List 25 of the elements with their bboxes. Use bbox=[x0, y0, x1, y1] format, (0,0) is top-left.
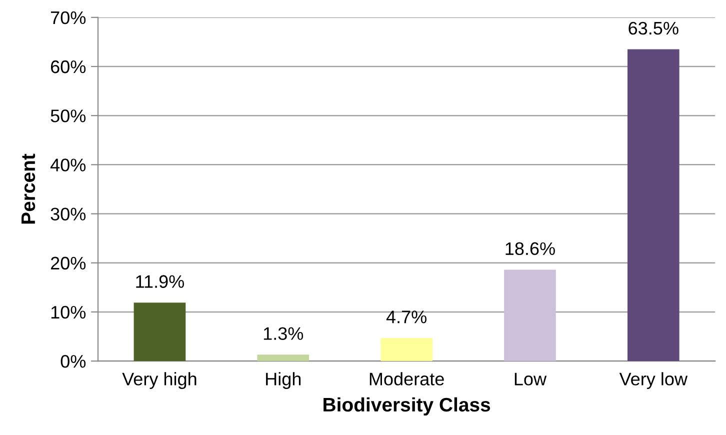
y-tick-label: 0% bbox=[60, 354, 86, 368]
x-tick-label: Very low bbox=[619, 372, 688, 389]
y-axis-title: Percent bbox=[22, 154, 36, 224]
data-label: 11.9% bbox=[136, 275, 184, 288]
bar bbox=[257, 354, 310, 362]
bar bbox=[134, 302, 186, 362]
data-label: 1.3% bbox=[264, 327, 304, 340]
bar bbox=[627, 49, 680, 362]
data-label: 4.7% bbox=[386, 310, 426, 324]
y-tick-label: 50% bbox=[50, 110, 86, 122]
y-tick-label: 30% bbox=[50, 208, 86, 220]
x-axis-title: Biodiversity Class bbox=[324, 397, 490, 416]
y-tick-label: 40% bbox=[50, 158, 86, 172]
bar bbox=[380, 338, 432, 362]
data-label: 63.5% bbox=[628, 22, 678, 35]
x-tick-label: Low bbox=[514, 372, 547, 386]
y-tick-label: 20% bbox=[50, 256, 86, 270]
bar bbox=[504, 270, 556, 362]
x-tick-label: Moderate bbox=[370, 372, 444, 386]
x-tick-label: Very high bbox=[122, 372, 196, 389]
y-tick-label: 70% bbox=[50, 11, 86, 24]
x-tick-label: High bbox=[266, 372, 301, 389]
data-label: 18.6% bbox=[506, 242, 555, 256]
y-tick-label: 60% bbox=[50, 60, 86, 74]
y-tick-label: 10% bbox=[51, 306, 86, 319]
